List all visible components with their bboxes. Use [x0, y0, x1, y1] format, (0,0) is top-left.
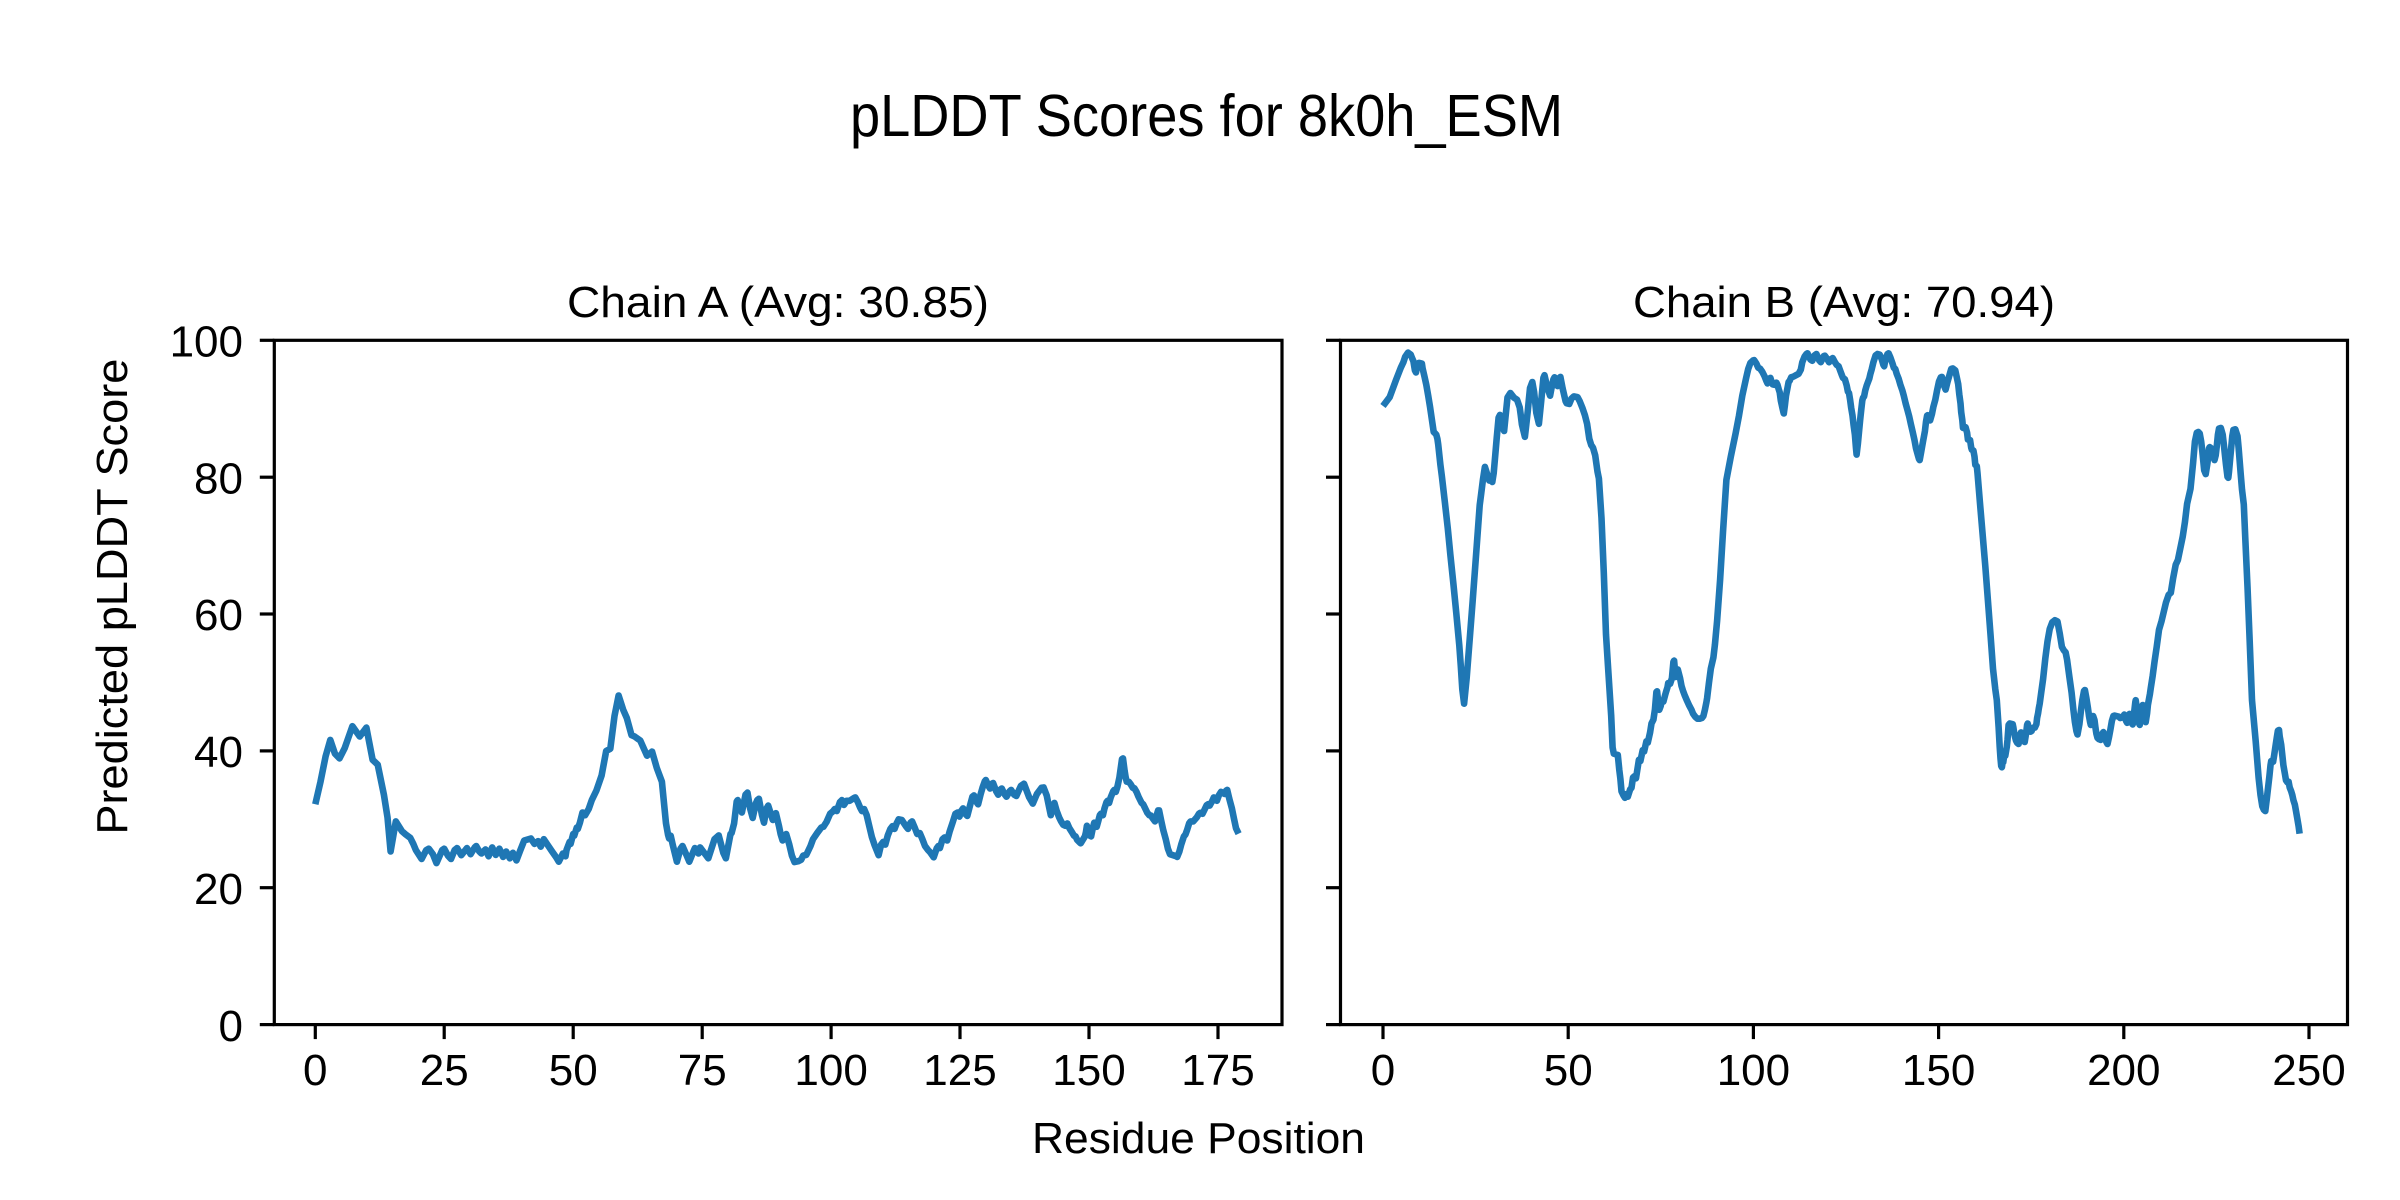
svg-text:150: 150 [1052, 1046, 1125, 1095]
svg-text:20: 20 [194, 865, 243, 914]
svg-text:100: 100 [794, 1046, 867, 1095]
svg-text:50: 50 [549, 1046, 598, 1095]
svg-text:0: 0 [219, 1002, 243, 1051]
svg-text:50: 50 [1544, 1046, 1593, 1095]
svg-text:150: 150 [1902, 1046, 1975, 1095]
svg-text:0: 0 [1371, 1046, 1395, 1095]
svg-text:100: 100 [170, 318, 243, 367]
svg-text:200: 200 [2087, 1046, 2160, 1095]
svg-text:125: 125 [923, 1046, 996, 1095]
svg-text:Chain A (Avg: 30.85): Chain A (Avg: 30.85) [567, 278, 989, 327]
svg-text:60: 60 [194, 591, 243, 640]
svg-text:25: 25 [420, 1046, 469, 1095]
svg-text:100: 100 [1717, 1046, 1790, 1095]
svg-text:0: 0 [303, 1046, 327, 1095]
svg-text:Chain B (Avg: 70.94): Chain B (Avg: 70.94) [1633, 278, 2055, 327]
svg-text:175: 175 [1181, 1046, 1254, 1095]
svg-text:Residue Position: Residue Position [1032, 1114, 1365, 1163]
svg-text:40: 40 [194, 728, 243, 777]
svg-text:80: 80 [194, 454, 243, 503]
svg-text:75: 75 [678, 1046, 727, 1095]
svg-text:Predicted pLDDT Score: Predicted pLDDT Score [88, 359, 137, 835]
svg-text:250: 250 [2272, 1046, 2345, 1095]
svg-text:pLDDT Scores for 8k0h_ESM: pLDDT Scores for 8k0h_ESM [850, 83, 1563, 149]
